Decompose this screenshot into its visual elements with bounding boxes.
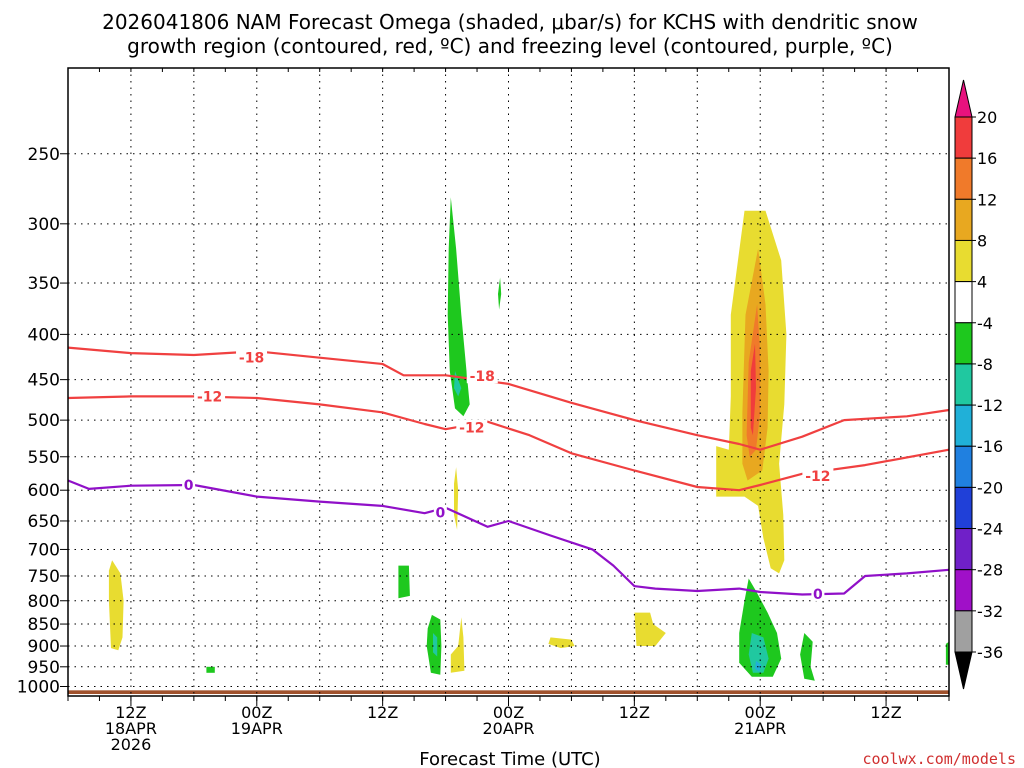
colorbar-segment: [954, 116, 973, 159]
x-tick-label: 20APR: [482, 719, 534, 738]
chart-title-line2: growth region (contoured, red, ºC) and f…: [127, 34, 893, 58]
colorbar-segment: [954, 528, 973, 571]
colorbar-segment: [954, 363, 973, 406]
y-tick-label: 550: [28, 448, 60, 468]
y-tick-label: 300: [28, 215, 60, 235]
colorbar-segment: [954, 198, 973, 241]
colorbar: 20 16 12 8 4 -4 -8 -12 -16 -20 -24 -28 -32 -36: [954, 79, 1003, 690]
contour-label: -18: [239, 351, 264, 367]
x-tick-label: 21APR: [734, 719, 786, 738]
x-tick-label: 12Z: [619, 703, 650, 722]
colorbar-segment: [954, 322, 973, 365]
contour-label-bg: [466, 368, 498, 384]
y-tick-label: 1000: [17, 678, 60, 698]
contour-label: -12: [197, 389, 222, 405]
omega-region: [498, 277, 502, 310]
omega-region: [755, 660, 762, 672]
colorbar-label: 4: [977, 273, 987, 292]
contour-label: -12: [805, 469, 830, 485]
colorbar-segment: [954, 445, 973, 488]
colorbar-bottom-arrow: [954, 651, 973, 690]
colorbar-label: -36: [977, 643, 1003, 662]
colorbar-segment: [954, 157, 973, 200]
contour-label: 0: [813, 587, 823, 603]
omega-region: [548, 637, 575, 649]
colorbar-segment: [954, 281, 973, 324]
omega-region: [800, 633, 815, 681]
colorbar-label: -32: [977, 602, 1003, 621]
contour-label: -18: [470, 369, 495, 385]
colorbar-segment: [954, 404, 973, 447]
omega-region: [748, 633, 769, 673]
contour-label-bg: [194, 388, 226, 404]
contour-label-bg: [456, 419, 488, 435]
omega-region: [398, 565, 410, 599]
contour-label-bg: [811, 585, 825, 601]
colorbar-label: -12: [977, 396, 1003, 415]
colorbar-label: 16: [977, 149, 997, 168]
x-tick-label: 00Z: [493, 703, 524, 722]
y-tick-label: 250: [28, 145, 60, 165]
y-tick-label: 600: [28, 481, 60, 501]
colorbar-segment: [954, 486, 973, 530]
contour-label-bg: [236, 349, 268, 365]
colorbar-segment: [954, 610, 973, 653]
y-tick-label: 900: [28, 637, 60, 657]
plot-area: -18 -18 -12 -12 -12 0 0 0: [67, 67, 950, 697]
y-axis: 2503003504004505005506006507007508008509…: [17, 145, 68, 698]
y-tick-label: 850: [28, 615, 60, 635]
contour-label-bg: [433, 504, 447, 520]
colorbar-label: 12: [977, 190, 997, 209]
contour-line-0: [67, 479, 950, 596]
y-tick-label: 750: [28, 567, 60, 587]
contour-label: 0: [184, 478, 194, 494]
x-tick-label: 12Z: [115, 703, 146, 722]
y-tick-label: 500: [28, 411, 60, 431]
x-tick-label: 19APR: [231, 719, 283, 738]
y-tick-label: 400: [28, 325, 60, 345]
x-tick-label: 00Z: [241, 703, 272, 722]
y-tick-label: 350: [28, 274, 60, 294]
contour-line--12: [67, 395, 950, 492]
omega-region: [450, 617, 465, 673]
omega-region: [433, 633, 438, 657]
colorbar-segment: [954, 239, 973, 283]
colorbar-label: 20: [977, 108, 997, 127]
contour-label: 0: [435, 506, 445, 522]
y-tick-label: 950: [28, 658, 60, 678]
omega-region: [634, 612, 666, 646]
x-tick-label: 12Z: [367, 703, 398, 722]
colorbar-label: -8: [977, 355, 993, 374]
omega-region: [750, 343, 756, 436]
credit-text: coolwx.com/models: [862, 750, 1016, 768]
contour-label: -12: [459, 421, 484, 437]
contour-label-bg: [182, 477, 196, 493]
contour-label-bg: [802, 467, 834, 483]
y-tick-label: 800: [28, 592, 60, 612]
colorbar-label: -28: [977, 561, 1003, 580]
x-tick-label: 18APR: [105, 719, 157, 738]
y-tick-label: 450: [28, 371, 60, 391]
colorbar-label: -16: [977, 437, 1003, 456]
contour-labels: -18 -18 -12 -12 -12 0 0 0: [182, 349, 834, 603]
colorbar-label: -24: [977, 520, 1003, 539]
x-tick-label: 2026: [111, 735, 152, 754]
colorbar-label: -4: [977, 314, 993, 333]
omega-region: [108, 560, 124, 651]
colorbar-segment: [954, 569, 973, 612]
colorbar-label: 8: [977, 231, 987, 250]
x-tick-label: 12Z: [870, 703, 901, 722]
omega-region: [206, 666, 215, 673]
chart-title-line1: 2026041806 NAM Forecast Omega (shaded, μ…: [102, 10, 918, 34]
y-tick-label: 700: [28, 540, 60, 560]
colorbar-top-arrow: [954, 79, 973, 118]
omega-region: [447, 197, 470, 417]
colorbar-label: -20: [977, 478, 1003, 497]
x-axis-label: Forecast Time (UTC): [419, 749, 600, 768]
omega-region: [945, 641, 949, 665]
y-tick-label: 650: [28, 512, 60, 532]
x-tick-label: 00Z: [745, 703, 776, 722]
